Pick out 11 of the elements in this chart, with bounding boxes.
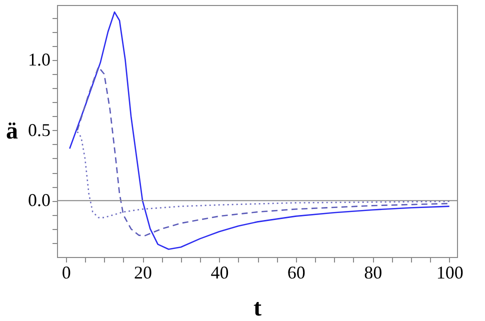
x-tick-label: 20	[134, 262, 152, 282]
x-tick-label: 60	[287, 262, 306, 282]
x-tick-label: 40	[210, 262, 229, 282]
y-tick-label: 1.0	[28, 49, 50, 70]
y-tick-label: 0.5	[28, 120, 50, 140]
x-tick-label: 100	[436, 262, 464, 282]
y-tick-label: 0.0	[28, 190, 50, 210]
y-axis-title: ä	[6, 118, 18, 144]
x-tick-label: 0	[62, 262, 71, 282]
x-tick-label: 80	[364, 262, 382, 282]
x-axis-title: t	[254, 296, 262, 321]
